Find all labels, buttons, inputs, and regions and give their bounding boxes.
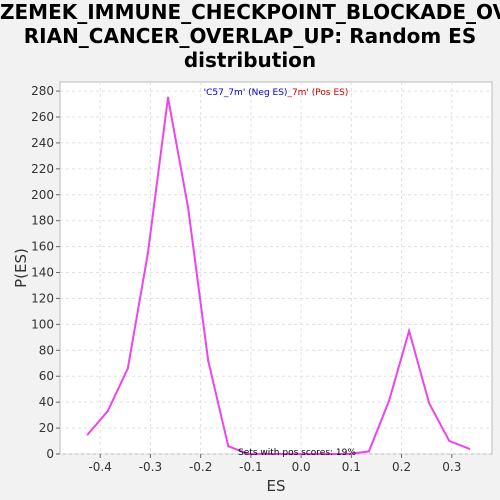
x-tick-label: 0.0 (292, 460, 311, 474)
es-series-line (86, 97, 470, 455)
y-tick-label: 0 (46, 447, 54, 461)
es-data-point (468, 447, 471, 450)
es-data-point (307, 453, 310, 455)
y-tick-label: 40 (39, 395, 54, 409)
x-tick-label: -0.1 (239, 460, 262, 474)
y-tick-label: 60 (39, 369, 54, 383)
y-tick-label: 280 (31, 84, 54, 98)
y-tick-label: 80 (39, 343, 54, 357)
legend: 'C57_7m' (Neg ES)_7m' (Pos ES) (204, 88, 349, 98)
x-tick-label: -0.2 (189, 460, 212, 474)
chart-title: ZEMEK_IMMUNE_CHECKPOINT_BLOCKADE_OVA RIA… (0, 0, 500, 72)
chart-title-line-3: distribution (183, 48, 317, 72)
pos-scores-annotation: Sets with pos scores: 19% (238, 448, 356, 458)
es-data-point (327, 453, 330, 455)
es-data-point (267, 453, 270, 455)
y-tick-label: 160 (31, 240, 54, 254)
es-data-point (367, 450, 370, 453)
es-data-point (227, 445, 230, 448)
x-axis-label: ES (267, 477, 286, 495)
y-tick-label: 200 (31, 188, 54, 202)
y-tick-label: 140 (31, 266, 54, 280)
series-layer (86, 96, 471, 455)
es-data-point (448, 440, 451, 443)
y-tick-label: 20 (39, 421, 54, 435)
es-data-point (388, 399, 391, 402)
es-data-point (287, 453, 290, 455)
y-tick-label: 260 (31, 110, 54, 124)
es-data-point (207, 359, 210, 362)
y-tick-label: 120 (31, 291, 54, 305)
es-data-point (187, 206, 190, 209)
x-tick-label: -0.3 (139, 460, 162, 474)
legend-neg-es: 'C57_7m' (Neg ES) (204, 88, 288, 98)
chart-title-line-1: ZEMEK_IMMUNE_CHECKPOINT_BLOCKADE_OVA (0, 0, 500, 24)
es-data-point (247, 453, 250, 455)
y-tick-label: 220 (31, 162, 54, 176)
y-tick-label: 100 (31, 317, 54, 331)
x-tick-label: 0.1 (342, 460, 361, 474)
y-axis: 0 20 40 60 80 100 120 140 160 180 200 220 240 260 280 (31, 84, 60, 461)
es-data-point (408, 329, 411, 332)
x-tick-label: 0.2 (392, 460, 411, 474)
plot-area (59, 81, 493, 455)
legend-pos-es: _7m' (Pos ES) (286, 88, 348, 98)
es-data-point (126, 367, 129, 370)
es-data-point (167, 96, 169, 99)
es-data-point (347, 453, 350, 455)
x-axis: -0.4 -0.3 -0.2 -0.1 0.0 0.1 0.2 0.3 (88, 454, 461, 474)
y-tick-label: 240 (31, 136, 54, 150)
es-data-point (86, 433, 89, 436)
es-data-point (428, 402, 431, 405)
chart-title-line-2: RIAN_CANCER_OVERLAP_UP: Random ES (23, 24, 477, 48)
x-tick-label: 0.3 (442, 460, 461, 474)
es-data-point (106, 410, 109, 413)
y-axis-label: P(ES) (12, 248, 30, 288)
x-tick-label: -0.4 (88, 460, 111, 474)
y-tick-label: 180 (31, 214, 54, 228)
es-data-point (146, 252, 149, 255)
